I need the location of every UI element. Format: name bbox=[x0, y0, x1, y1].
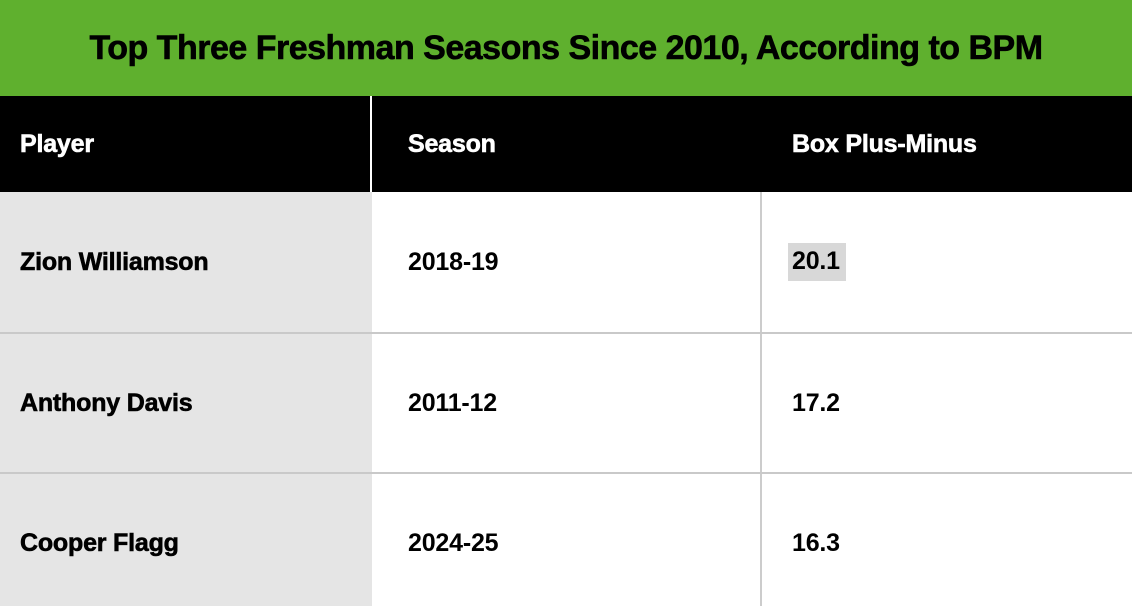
bpm-table: Player Season Box Plus-Minus Zion Willia… bbox=[0, 96, 1132, 606]
column-header-bpm: Box Plus-Minus bbox=[792, 129, 978, 158]
table-body: Zion Williamson 2018-19 20.1 Anthony Dav… bbox=[0, 192, 1132, 606]
table-row: Cooper Flagg 2024-25 16.3 bbox=[0, 472, 1132, 606]
bpm-cell: 16.3 bbox=[760, 474, 1132, 606]
table-row: Anthony Davis 2011-12 17.2 bbox=[0, 332, 1132, 472]
title-bar: Top Three Freshman Seasons Since 2010, A… bbox=[0, 0, 1132, 96]
player-name: Cooper Flagg bbox=[0, 474, 372, 606]
season-value: 2011-12 bbox=[408, 388, 497, 417]
chart-title: Top Three Freshman Seasons Since 2010, A… bbox=[89, 28, 1043, 67]
player-name: Anthony Davis bbox=[0, 334, 372, 472]
bpm-cell: 20.1 bbox=[760, 192, 1132, 332]
bpm-value: 16.3 bbox=[792, 528, 840, 557]
bpm-value: 17.2 bbox=[792, 388, 840, 417]
bpm-cell: 17.2 bbox=[760, 334, 1132, 472]
table-header-row: Player Season Box Plus-Minus bbox=[0, 96, 1132, 192]
season-value: 2024-25 bbox=[408, 528, 499, 557]
season-value: 2018-19 bbox=[408, 247, 499, 276]
bpm-value: 20.1 bbox=[788, 243, 846, 281]
column-header-season: Season bbox=[408, 129, 497, 158]
table-row: Zion Williamson 2018-19 20.1 bbox=[0, 192, 1132, 332]
column-header-player: Player bbox=[0, 96, 372, 192]
player-name: Zion Williamson bbox=[0, 192, 372, 332]
